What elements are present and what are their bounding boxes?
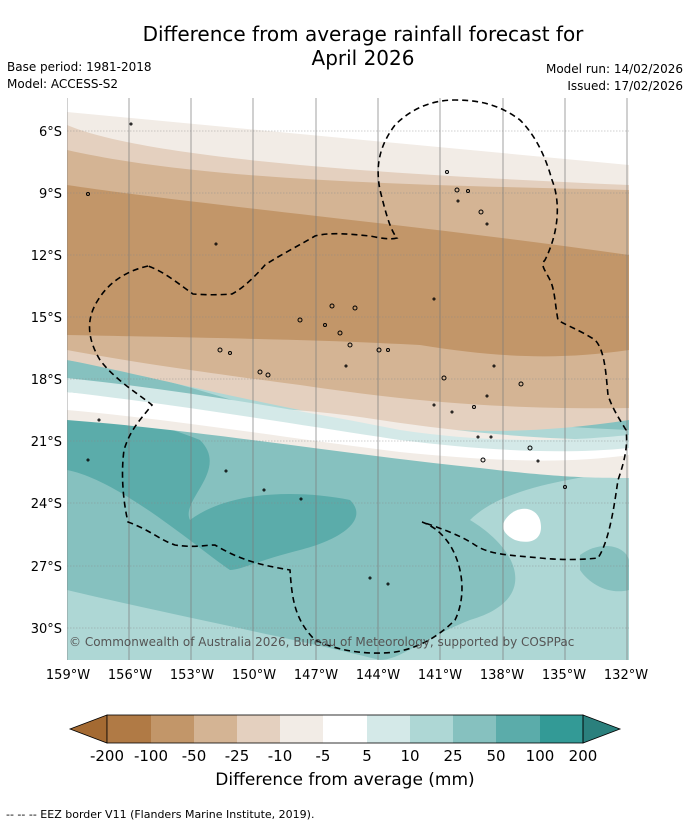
colorbar-tick: 50 — [486, 747, 505, 765]
lat-label: 18°S — [31, 373, 62, 388]
lon-label: 132°W — [604, 668, 648, 683]
copyright-notice: © Commonwealth of Australia 2026, Bureau… — [69, 635, 574, 649]
colorbar-tick: 100 — [526, 747, 555, 765]
colorbar-ticks: -200 -100 -50 -25 -10 -5 5 10 25 50 100 … — [90, 747, 597, 765]
title-line-2: April 2026 — [311, 46, 415, 70]
lon-label: 150°W — [232, 668, 276, 683]
colorbar-segment — [280, 715, 323, 743]
colorbar-segment — [323, 715, 367, 743]
lat-label: 15°S — [31, 311, 62, 326]
colorbar-segment — [410, 715, 453, 743]
colorbar-outline — [106, 714, 584, 744]
band-25-50-east — [580, 545, 629, 592]
issued-date: Issued: 17/02/2026 — [567, 79, 683, 93]
lat-label: 30°S — [31, 622, 62, 637]
band-m100 — [67, 185, 629, 357]
colorbar-segment — [194, 715, 237, 743]
meridian-lines — [67, 98, 628, 660]
colorbar-segment — [151, 715, 194, 743]
colorbar-tick: -50 — [182, 747, 207, 765]
colorbar-tick: -10 — [268, 747, 293, 765]
colorbar-tick: 25 — [443, 747, 462, 765]
island-outlines — [86, 122, 567, 586]
eez-border-main — [88, 99, 628, 654]
lon-label: 159°W — [46, 668, 90, 683]
lat-label: 27°S — [31, 560, 62, 575]
lat-label: 9°S — [39, 187, 62, 202]
colorbar-tick: 10 — [400, 747, 419, 765]
white-patch-east — [503, 508, 541, 542]
colorbar-segment — [107, 715, 151, 743]
base-period: Base period: 1981-2018 — [7, 60, 152, 74]
band-10-25-bottom — [67, 590, 380, 660]
model-run: Model run: 14/02/2026 — [545, 62, 683, 76]
lon-label: 141°W — [418, 668, 462, 683]
colorbar-tick: -5 — [316, 747, 331, 765]
lat-label: 12°S — [31, 249, 62, 264]
colorbar-tick: 200 — [569, 747, 598, 765]
colorbar-label: Difference from average (mm) — [215, 770, 475, 790]
band-10-25-right — [380, 470, 629, 660]
map-fill — [67, 98, 629, 660]
longitude-labels: 159°W 156°W 153°W 150°W 147°W 144°W 141°… — [46, 668, 648, 683]
colorbar-tick: 5 — [362, 747, 372, 765]
meta-right: Model run: 14/02/2026 Issued: 17/02/2026 — [546, 61, 683, 95]
latitude-labels: 6°S 9°S 12°S 15°S 18°S 21°S 24°S 27°S 30… — [31, 125, 62, 637]
meta-left: Base period: 1981-2018 Model: ACCESS-S2 — [7, 59, 152, 93]
lat-label: 24°S — [31, 497, 62, 512]
lon-label: 138°W — [480, 668, 524, 683]
colorbar-segment — [540, 715, 583, 743]
title-line-1: Difference from average rainfall forecas… — [142, 22, 584, 46]
band-50-100-west — [67, 400, 357, 570]
lat-label: 6°S — [39, 125, 62, 140]
lat-label: 21°S — [31, 435, 62, 450]
lon-label: 153°W — [170, 668, 214, 683]
colorbar-segment — [367, 715, 410, 743]
colorbar-segment — [237, 715, 280, 743]
colorbar-extend-low — [68, 714, 108, 744]
lon-label: 156°W — [108, 668, 152, 683]
lon-label: 147°W — [294, 668, 338, 683]
colorbar-tick: -200 — [90, 747, 124, 765]
colorbar-tick: -100 — [134, 747, 168, 765]
model-name: Model: ACCESS-S2 — [7, 77, 119, 91]
colorbar-extend-high — [582, 714, 622, 744]
band-5-10-south — [67, 378, 629, 452]
colorbar-segment — [453, 715, 496, 743]
colorbar-tick: -25 — [225, 747, 250, 765]
colorbar-segment — [496, 715, 540, 743]
footnote: -- -- -- EEZ border V11 (Flanders Marine… — [6, 808, 315, 821]
grid-lines — [67, 130, 629, 629]
colorbar: -200 -100 -50 -25 -10 -5 5 10 25 50 100 … — [68, 714, 622, 765]
lon-label: 144°W — [356, 668, 400, 683]
rainfall-map: 6°S 9°S 12°S 15°S 18°S 21°S 24°S 27°S 30… — [31, 98, 648, 683]
map-title: Difference from average rainfall forecas… — [0, 22, 690, 70]
lon-label: 135°W — [542, 668, 586, 683]
